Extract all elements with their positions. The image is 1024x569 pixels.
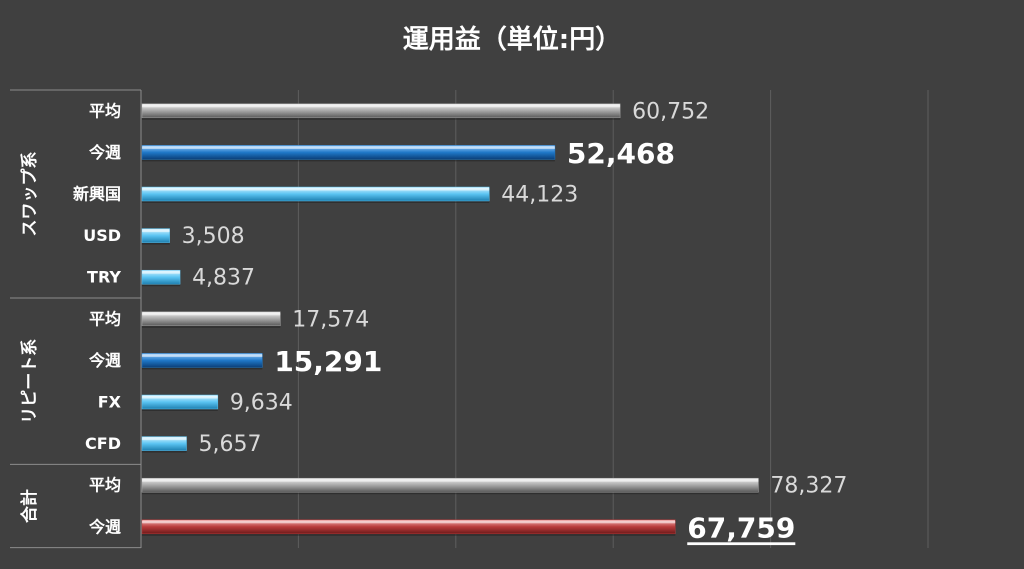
bar-highlight [142, 354, 263, 357]
value-label: 67,759 [687, 511, 795, 544]
category-label: 平均 [89, 309, 121, 328]
value-label: 44,123 [501, 183, 578, 208]
category-label: FX [98, 393, 122, 412]
bar-highlight [142, 271, 181, 274]
category-label: 新興国 [73, 185, 121, 204]
bar-highlight [142, 479, 759, 482]
category-label: TRY [87, 268, 121, 287]
bar-highlight [142, 520, 676, 524]
value-label: 9,634 [230, 391, 293, 416]
bar-highlight [142, 396, 218, 399]
gridlines [297, 90, 929, 548]
category-label: 今週 [88, 143, 121, 162]
bar-highlight [142, 146, 555, 149]
value-label: 60,752 [632, 99, 709, 124]
chart-title: 運用益（単位:円） [403, 24, 621, 55]
category-label: 今週 [88, 351, 121, 370]
category-label: USD [83, 226, 121, 245]
bar-highlight [142, 437, 187, 441]
category-label: 平均 [89, 476, 121, 495]
bar-highlight [142, 229, 170, 233]
value-label: 78,327 [770, 474, 847, 499]
bar-highlight [142, 188, 490, 191]
category-label: 今週 [88, 517, 121, 536]
category-label: 平均 [89, 101, 121, 120]
group-label: スワップ系 [19, 152, 40, 237]
value-label: 3,508 [182, 224, 245, 249]
group-label: 合計 [19, 489, 40, 523]
bars [141, 103, 759, 536]
value-label: 17,574 [292, 307, 369, 332]
value-label: 52,468 [567, 137, 675, 170]
bar-highlight [142, 312, 281, 316]
value-label: 15,291 [274, 345, 382, 378]
value-label: 5,657 [199, 432, 262, 457]
category-axis [10, 89, 142, 549]
value-label: 4,837 [192, 266, 255, 291]
bar-highlight [142, 104, 621, 108]
group-label: リピート系 [20, 339, 40, 424]
category-label: CFD [85, 434, 121, 453]
